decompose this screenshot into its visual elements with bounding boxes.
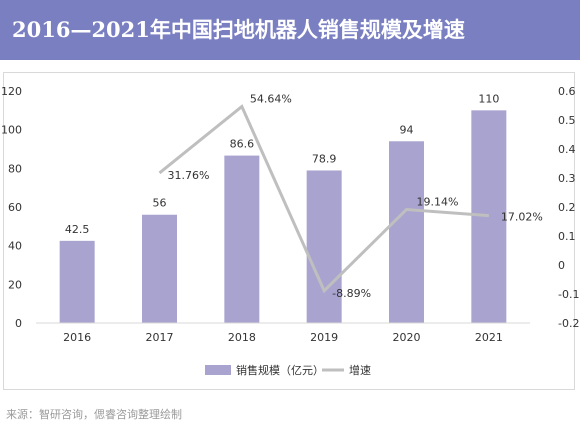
line-value-label: 54.64% bbox=[250, 93, 292, 106]
y-right-tick-label: 0.4 bbox=[558, 143, 576, 156]
y-right-tick-label: -0.2 bbox=[558, 317, 579, 330]
bar bbox=[142, 214, 177, 323]
y-right-tick-label: 0.2 bbox=[558, 201, 576, 214]
bar-value-label: 86.6 bbox=[230, 138, 255, 151]
x-tick-label: 2018 bbox=[228, 331, 256, 344]
line-value-label: 17.02% bbox=[501, 211, 543, 224]
y-right-tick-label: 0.6 bbox=[558, 85, 576, 98]
y-left-tick-label: 120 bbox=[1, 85, 22, 98]
legend-bar-swatch bbox=[205, 365, 231, 375]
y-left-tick-label: 80 bbox=[8, 162, 22, 175]
legend-line-label: 增速 bbox=[349, 363, 371, 377]
line-value-label: 19.14% bbox=[417, 195, 459, 208]
chart-frame bbox=[3, 72, 575, 390]
bar bbox=[59, 240, 95, 323]
x-tick-label: 2020 bbox=[393, 331, 421, 344]
bar-value-label: 110 bbox=[478, 92, 499, 105]
source-note: 来源：智研咨询，偲睿咨询整理绘制 bbox=[6, 408, 182, 421]
x-tick-label: 2016 bbox=[63, 331, 91, 344]
y-left-tick-label: 100 bbox=[1, 124, 22, 137]
y-right-tick-label: -0.1 bbox=[558, 288, 579, 301]
line-value-label: 31.76% bbox=[168, 169, 210, 182]
growth-line bbox=[158, 104, 489, 294]
x-tick-label: 2017 bbox=[146, 331, 174, 344]
y-right-tick-label: 0.5 bbox=[558, 114, 576, 127]
x-tick-label: 2021 bbox=[475, 331, 503, 344]
bar-value-label: 56 bbox=[153, 197, 167, 210]
bar-value-label: 78.9 bbox=[312, 152, 337, 165]
y-left-tick-label: 60 bbox=[8, 201, 22, 214]
bar-value-label: 94 bbox=[400, 123, 414, 136]
chart-title: 2016—2021年中国扫地机器人销售规模及增速 bbox=[12, 17, 465, 42]
bar bbox=[389, 141, 424, 323]
bar bbox=[224, 155, 260, 323]
bar bbox=[306, 170, 342, 323]
legend-bar-label: 销售规模（亿元） bbox=[236, 363, 324, 377]
y-left-tick-label: 20 bbox=[8, 278, 22, 291]
y-right-tick-label: 0.3 bbox=[558, 172, 576, 185]
bar-value-label: 42.5 bbox=[65, 223, 90, 236]
chart-svg: 0 20 40 60 80 100 120 -0.2 -0.1 0 0.1 0.2 0.3 0.4 0.5 0… bbox=[1, 85, 579, 377]
title-bar: 2016—2021年中国扫地机器人销售规模及增速 bbox=[0, 0, 580, 60]
x-tick-label: 2019 bbox=[310, 331, 338, 344]
y-left-tick-label: 0 bbox=[15, 317, 22, 330]
y-right-tick-label: 0 bbox=[558, 259, 565, 272]
y-left-tick-label: 40 bbox=[8, 240, 22, 253]
line-value-label: -8.89% bbox=[332, 287, 371, 300]
y-right-tick-label: 0.1 bbox=[558, 230, 576, 243]
bar bbox=[471, 110, 507, 323]
